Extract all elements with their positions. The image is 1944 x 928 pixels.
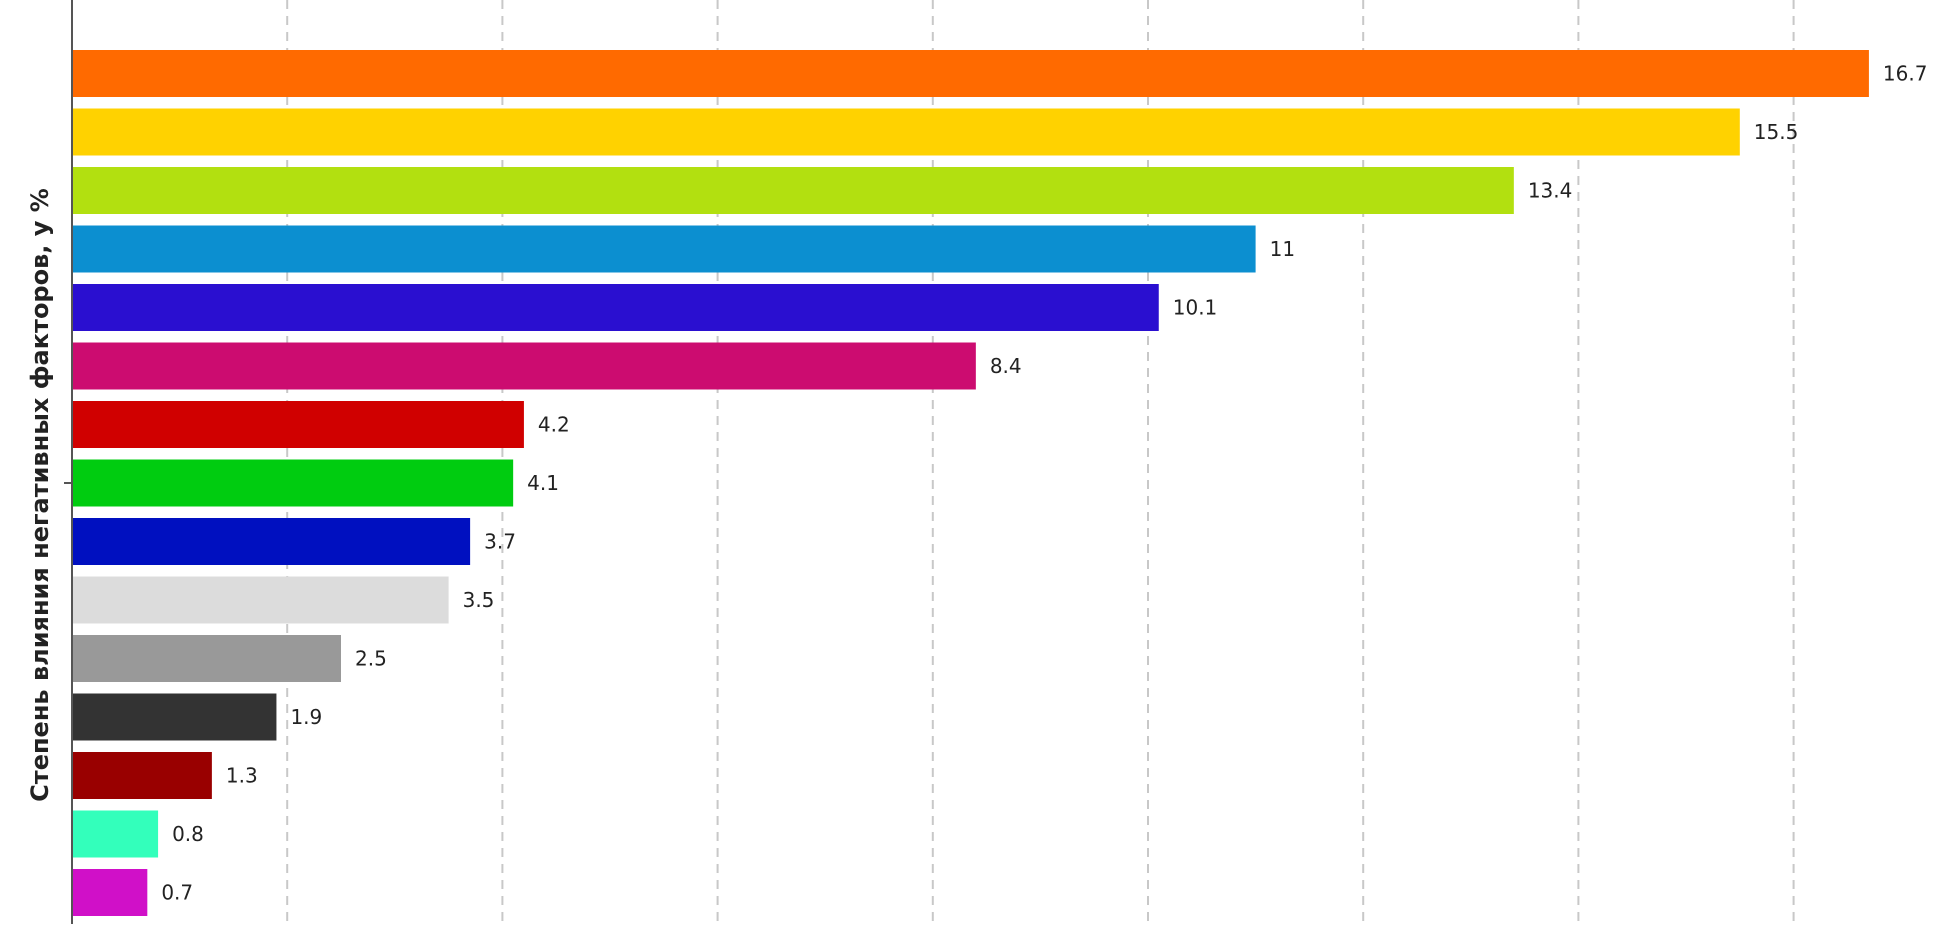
bar-value-label-14: 0.7 xyxy=(161,881,193,905)
bar-3 xyxy=(72,225,1256,273)
bar-11 xyxy=(72,693,277,741)
bar-value-label-7: 4.1 xyxy=(527,471,559,495)
bar-14 xyxy=(72,869,148,916)
bar-13 xyxy=(72,810,159,858)
bar-4 xyxy=(72,284,1159,331)
bar-9 xyxy=(72,576,449,624)
value-labels: 16.7 15.5 13.4 11 10.1 8.4 4.2 4.1 3.7 3.5 2.5 1.9 1… xyxy=(161,62,1927,905)
bar-value-label-1: 15.5 xyxy=(1754,120,1799,144)
bar-value-label-0: 16.7 xyxy=(1883,62,1928,86)
bar-0 xyxy=(72,50,1869,97)
bar-value-label-11: 1.9 xyxy=(290,705,322,729)
bar-value-label-3: 11 xyxy=(1270,237,1295,261)
bar-12 xyxy=(72,752,212,799)
bar-8 xyxy=(72,518,471,565)
bar-5 xyxy=(72,342,976,390)
bar-value-label-2: 13.4 xyxy=(1528,179,1573,203)
bar-2 xyxy=(72,167,1514,214)
bar-value-label-12: 1.3 xyxy=(226,764,258,788)
bar-10 xyxy=(72,635,341,682)
bar-6 xyxy=(72,401,524,448)
bar-1 xyxy=(72,108,1740,156)
bars xyxy=(72,50,1869,916)
bar-7 xyxy=(72,459,514,507)
bar-value-label-9: 3.5 xyxy=(463,588,495,612)
bar-value-label-10: 2.5 xyxy=(355,647,387,671)
grid-lines xyxy=(286,0,1795,924)
bar-value-label-5: 8.4 xyxy=(990,354,1022,378)
bar-value-label-13: 0.8 xyxy=(172,822,204,846)
bar-value-label-6: 4.2 xyxy=(538,413,570,437)
bar-value-label-8: 3.7 xyxy=(484,530,516,554)
bar-value-label-4: 10.1 xyxy=(1173,296,1218,320)
